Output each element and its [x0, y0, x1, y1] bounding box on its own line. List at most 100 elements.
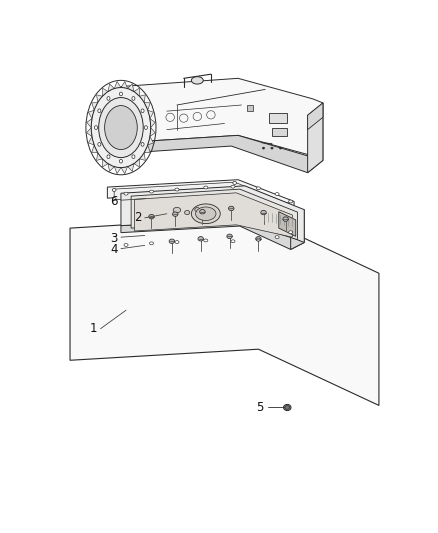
- Text: 1: 1: [90, 322, 98, 335]
- Polygon shape: [114, 182, 287, 212]
- Ellipse shape: [141, 142, 144, 146]
- Ellipse shape: [285, 406, 290, 409]
- Text: 6: 6: [110, 195, 118, 208]
- Ellipse shape: [169, 239, 175, 244]
- Ellipse shape: [145, 126, 148, 130]
- Polygon shape: [121, 82, 127, 88]
- Ellipse shape: [229, 206, 234, 211]
- Polygon shape: [114, 82, 121, 88]
- Ellipse shape: [204, 186, 208, 189]
- Polygon shape: [102, 159, 108, 167]
- Ellipse shape: [112, 198, 116, 200]
- Ellipse shape: [175, 240, 179, 244]
- Ellipse shape: [286, 203, 289, 205]
- Bar: [272, 127, 287, 136]
- Polygon shape: [307, 103, 323, 173]
- Ellipse shape: [98, 142, 101, 146]
- Ellipse shape: [149, 190, 154, 193]
- Ellipse shape: [173, 212, 178, 216]
- Ellipse shape: [184, 211, 190, 215]
- Polygon shape: [108, 164, 114, 172]
- Polygon shape: [87, 119, 92, 127]
- Polygon shape: [291, 209, 304, 249]
- Polygon shape: [97, 95, 102, 103]
- Polygon shape: [150, 119, 155, 127]
- Ellipse shape: [275, 236, 279, 239]
- Ellipse shape: [98, 109, 101, 112]
- Ellipse shape: [195, 207, 200, 212]
- Polygon shape: [134, 159, 139, 167]
- Polygon shape: [70, 216, 379, 406]
- Ellipse shape: [283, 217, 288, 221]
- Text: 4: 4: [110, 243, 118, 256]
- Ellipse shape: [231, 240, 235, 243]
- Polygon shape: [150, 127, 155, 136]
- Ellipse shape: [227, 234, 232, 239]
- Ellipse shape: [283, 405, 291, 410]
- Ellipse shape: [261, 211, 266, 215]
- Text: 2: 2: [134, 212, 141, 224]
- Polygon shape: [139, 95, 145, 103]
- Polygon shape: [92, 103, 98, 110]
- Ellipse shape: [132, 155, 135, 158]
- Ellipse shape: [198, 237, 204, 241]
- Ellipse shape: [279, 147, 282, 149]
- Polygon shape: [134, 88, 139, 96]
- Ellipse shape: [204, 239, 208, 242]
- Polygon shape: [127, 164, 134, 172]
- Polygon shape: [121, 219, 304, 249]
- Ellipse shape: [120, 92, 123, 96]
- Polygon shape: [88, 136, 94, 145]
- Ellipse shape: [95, 126, 98, 130]
- Ellipse shape: [286, 210, 289, 213]
- Ellipse shape: [191, 204, 220, 224]
- Polygon shape: [102, 88, 108, 96]
- Polygon shape: [307, 103, 323, 130]
- Ellipse shape: [105, 106, 137, 150]
- Ellipse shape: [233, 191, 237, 193]
- Polygon shape: [148, 136, 153, 145]
- Polygon shape: [87, 127, 92, 136]
- Ellipse shape: [107, 155, 110, 158]
- Polygon shape: [131, 189, 297, 240]
- Polygon shape: [279, 212, 296, 236]
- Ellipse shape: [262, 147, 265, 149]
- Bar: [268, 113, 287, 123]
- Polygon shape: [114, 167, 121, 174]
- Ellipse shape: [231, 185, 235, 188]
- Ellipse shape: [112, 189, 116, 191]
- Ellipse shape: [233, 182, 237, 184]
- Ellipse shape: [289, 231, 293, 233]
- Ellipse shape: [120, 159, 123, 163]
- Text: 5: 5: [256, 401, 264, 414]
- Ellipse shape: [91, 87, 151, 167]
- Polygon shape: [108, 84, 114, 92]
- Ellipse shape: [149, 214, 154, 219]
- Polygon shape: [144, 103, 150, 110]
- Ellipse shape: [124, 244, 128, 246]
- Polygon shape: [127, 84, 134, 92]
- Ellipse shape: [275, 192, 279, 196]
- Polygon shape: [139, 152, 145, 160]
- Text: 3: 3: [110, 232, 118, 245]
- Ellipse shape: [191, 77, 203, 84]
- Polygon shape: [121, 78, 323, 160]
- Ellipse shape: [149, 242, 154, 245]
- Polygon shape: [144, 145, 150, 152]
- Ellipse shape: [175, 188, 179, 191]
- Ellipse shape: [200, 209, 205, 214]
- Ellipse shape: [256, 238, 261, 241]
- Polygon shape: [148, 110, 153, 119]
- Polygon shape: [134, 193, 293, 237]
- Ellipse shape: [99, 98, 143, 158]
- Ellipse shape: [256, 237, 261, 241]
- Ellipse shape: [141, 109, 144, 112]
- Polygon shape: [121, 167, 127, 174]
- Ellipse shape: [132, 96, 135, 100]
- Polygon shape: [121, 135, 323, 173]
- Polygon shape: [88, 110, 94, 119]
- Ellipse shape: [196, 207, 216, 221]
- Ellipse shape: [107, 96, 110, 100]
- Polygon shape: [92, 145, 98, 152]
- Polygon shape: [97, 152, 102, 160]
